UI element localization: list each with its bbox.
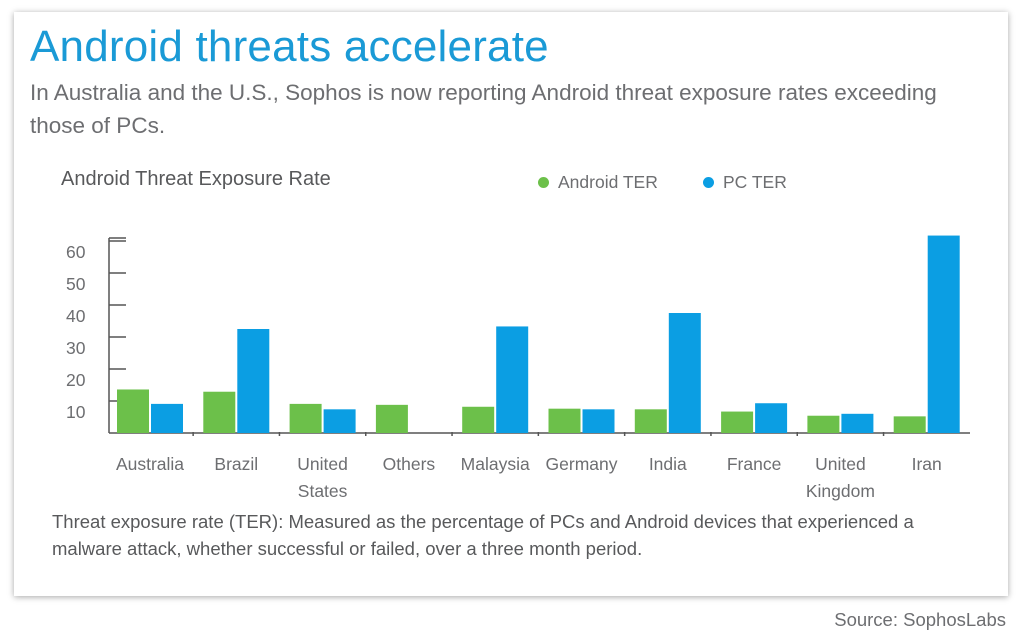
android-bar-5 — [548, 408, 581, 433]
category-label-7: France — [727, 454, 781, 474]
android-bar-6 — [634, 409, 667, 433]
android-bar-3 — [375, 404, 408, 433]
category-label-4: Malaysia — [461, 454, 530, 474]
pc-bar-0 — [151, 403, 183, 433]
android-bar-9 — [893, 416, 926, 433]
category-label-line: Iran — [912, 454, 942, 474]
category-label-line: Others — [383, 454, 436, 474]
footnote: Threat exposure rate (TER): Measured as … — [52, 511, 914, 559]
category-label-3: Others — [383, 454, 436, 474]
category-label-line: Brazil — [214, 454, 258, 474]
y-tick-label-50: 50 — [66, 274, 86, 294]
category-label-6: India — [649, 454, 687, 474]
y-tick-label-40: 40 — [66, 306, 86, 326]
source-note: Source: SophosLabs — [834, 609, 1006, 630]
category-label-line: France — [727, 454, 781, 474]
android-bar-7 — [721, 411, 754, 433]
category-label-9: Iran — [912, 454, 942, 474]
category-labels: Australia Brazil United States Others Malaysi… — [116, 454, 942, 501]
bars — [117, 235, 960, 433]
android-bar-1 — [203, 391, 236, 433]
category-label-line: States — [298, 481, 348, 501]
legend-item-pc: PC TER — [703, 172, 787, 193]
pc-bar-2 — [323, 409, 356, 433]
category-label-line: Kingdom — [806, 481, 875, 501]
category-label-5: Germany — [546, 454, 618, 474]
category-label-line: Malaysia — [461, 454, 530, 474]
legend-android-label: Android TER — [558, 172, 658, 192]
page-subtitle: In Australia and the U.S., Sophos is now… — [30, 80, 937, 138]
category-label-1: Brazil — [214, 454, 258, 474]
pc-bar-8 — [841, 413, 874, 433]
legend-android-dot — [538, 177, 549, 188]
pc-bar-1 — [237, 329, 270, 433]
android-bar-2 — [289, 403, 322, 433]
category-label-line: Australia — [116, 454, 184, 474]
pc-bar-5 — [582, 409, 615, 433]
category-label-line: Germany — [546, 454, 618, 474]
y-tick-label-10: 10 — [66, 402, 86, 422]
legend-item-android: Android TER — [538, 172, 658, 193]
category-label-0: Australia — [116, 454, 184, 474]
android-bar-8 — [807, 415, 840, 433]
page-title: Android threats accelerate — [30, 22, 549, 71]
category-label-line: United — [815, 454, 866, 474]
chart-card — [14, 12, 1008, 596]
y-axis: 10 20 30 40 50 60 — [66, 237, 126, 433]
category-label-8: United Kingdom — [806, 454, 875, 501]
pc-bar-6 — [668, 313, 701, 433]
y-tick-label-20: 20 — [66, 370, 86, 390]
y-tick-label-30: 30 — [66, 338, 86, 358]
android-bar-4 — [462, 406, 495, 433]
category-label-2: United States — [297, 454, 348, 501]
legend-pc-label: PC TER — [723, 172, 787, 192]
legend-pc-dot — [703, 177, 714, 188]
pc-bar-9 — [927, 235, 960, 433]
chart-title: Android Threat Exposure Rate — [61, 168, 331, 190]
bar-chart: 10 20 30 40 50 60 Australia Brazil United States… — [66, 235, 970, 501]
category-label-line: India — [649, 454, 687, 474]
pc-bar-4 — [496, 326, 529, 433]
android-bar-0 — [117, 389, 149, 433]
category-label-line: United — [297, 454, 348, 474]
pc-bar-7 — [755, 403, 788, 433]
y-tick-label-60: 60 — [66, 242, 86, 262]
